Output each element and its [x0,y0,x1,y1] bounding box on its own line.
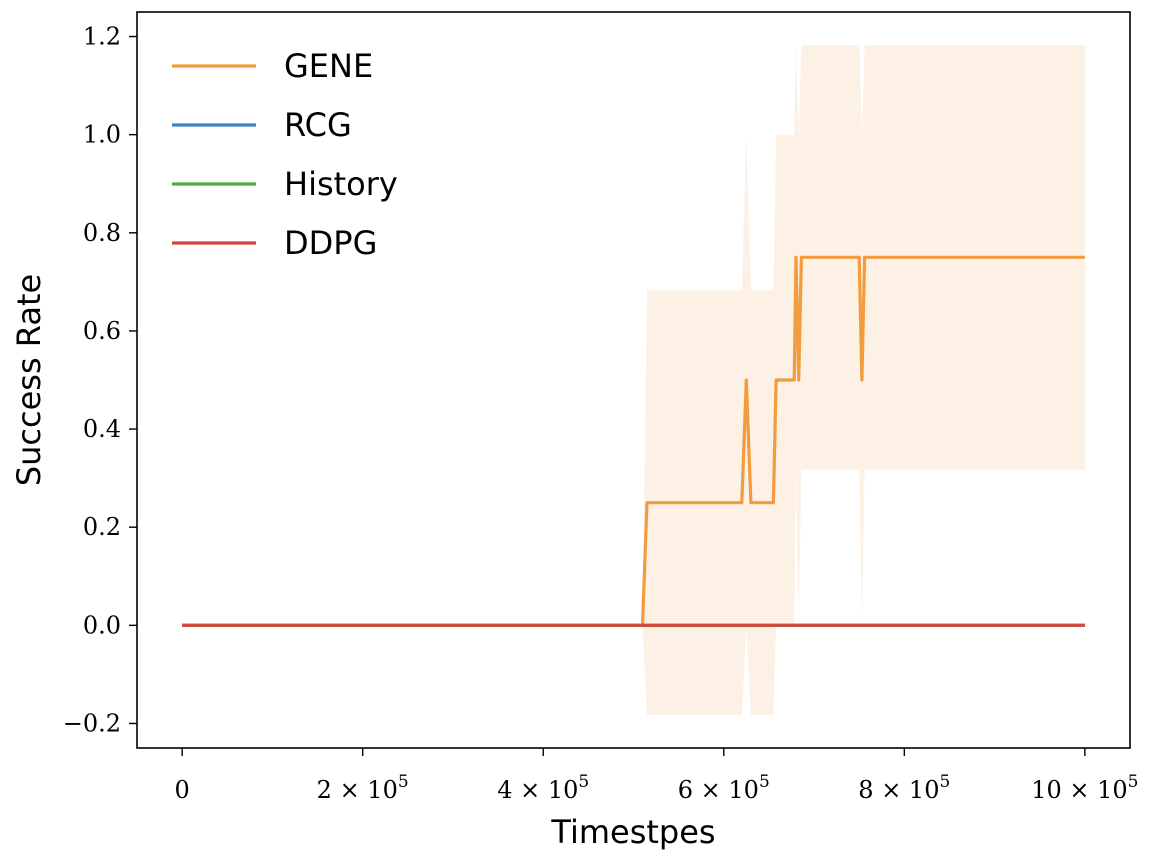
y-tick-label: 0.4 [83,415,121,443]
legend-item-rcg: RCG [172,106,352,144]
legend-item-ddpg: DDPG [172,224,377,262]
x-tick-label: 0 [174,776,189,804]
plot-area [182,44,1085,716]
confidence-bands [182,44,1085,716]
x-tick-label: 6 × 105 [678,772,770,804]
y-tick-label: 0.8 [83,219,121,247]
x-axis: 0 2 × 105 4 × 105 6 × 105 8 × 105 10 × 105 [174,748,1139,804]
y-axis: −0.2 0.0 0.2 0.4 0.6 0.8 1.0 1.2 [63,23,137,737]
y-tick-label: 0.2 [83,513,121,541]
x-tick-label: 10 × 105 [1031,772,1138,804]
y-axis-label: Success Rate [10,274,48,486]
legend-label: GENE [284,47,373,85]
x-tick-label: 2 × 105 [317,772,409,804]
legend-label: RCG [284,106,352,144]
legend-label: History [284,165,398,203]
legend-item-history: History [172,165,398,203]
series-line-gene [182,255,1085,627]
y-tick-label: 0.0 [83,611,121,639]
axes-frame [136,11,1131,749]
legend-item-gene: GENE [172,47,373,85]
legend: GENE RCG History DDPG [172,47,398,262]
series-lines [182,255,1085,627]
x-axis-label: Timestpes [550,813,715,851]
y-tick-label: 0.6 [83,317,121,345]
legend-label: DDPG [284,224,377,262]
y-tick-label: −0.2 [63,709,121,737]
x-tick-label: 8 × 105 [858,772,950,804]
x-tick-label: 4 × 105 [497,772,589,804]
confidence-band-gene [182,44,1085,716]
y-tick-label: 1.2 [83,23,121,51]
y-tick-label: 1.0 [83,121,121,149]
